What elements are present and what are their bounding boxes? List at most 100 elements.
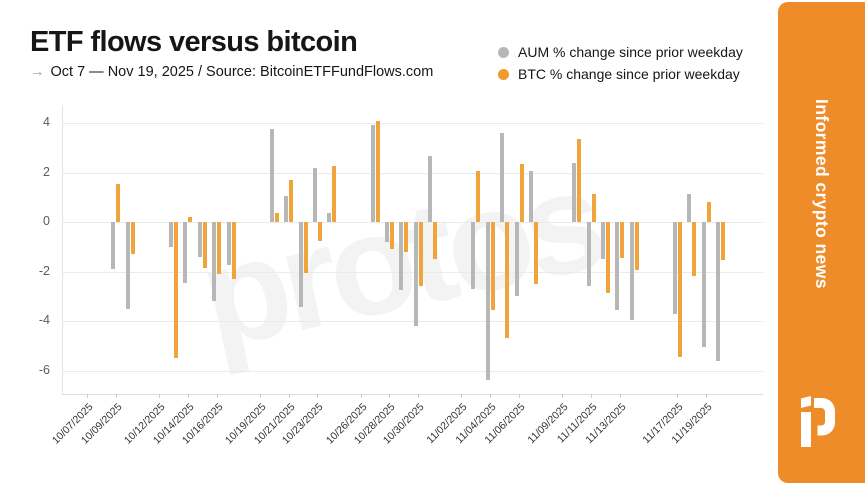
bar-aum <box>298 222 303 308</box>
x-axis-tick <box>259 394 261 398</box>
bar-btc <box>677 222 682 357</box>
bar-btc <box>116 183 121 222</box>
legend-label-btc: BTC % change since prior weekday <box>518 66 740 82</box>
x-axis-tick <box>591 394 592 398</box>
bar-aum <box>701 222 706 347</box>
page-title: ETF flows versus bitcoin <box>30 26 358 58</box>
legend-label-aum: AUM % change since prior weekday <box>518 44 743 60</box>
subtitle-text: Oct 7 — Nov 19, 2025 / Source: BitcoinET… <box>50 64 434 80</box>
bar-aum <box>183 222 188 283</box>
bar-btc <box>332 166 337 222</box>
bar-btc <box>519 163 524 222</box>
bar-aum <box>269 129 274 222</box>
bar-aum <box>428 156 433 222</box>
bar-btc <box>217 222 222 274</box>
bar-aum <box>168 222 173 247</box>
bar-btc <box>188 217 193 222</box>
bar-aum <box>528 171 533 222</box>
bar-aum <box>471 222 476 289</box>
bar-aum <box>384 222 389 242</box>
bar-aum <box>125 222 130 309</box>
bar-btc <box>476 171 481 222</box>
bar-btc <box>303 222 308 273</box>
bar-btc <box>620 222 625 258</box>
x-axis-tick <box>187 394 189 398</box>
bar-aum <box>687 193 692 222</box>
gridline <box>62 123 763 124</box>
x-axis-tick <box>562 394 564 398</box>
bar-btc <box>289 179 294 222</box>
x-axis-tick <box>389 394 391 398</box>
bar-btc <box>418 222 423 287</box>
bar-btc <box>173 222 178 359</box>
bar-aum <box>370 125 375 222</box>
brand-sidebar: Informed crypto news <box>778 2 865 483</box>
x-axis-tick <box>418 394 420 398</box>
chart-subtitle: → Oct 7 — Nov 19, 2025 / Source: BitcoinE… <box>30 64 433 80</box>
bar-btc <box>533 222 538 284</box>
bar-btc <box>706 202 711 222</box>
bar-btc <box>505 222 510 339</box>
bar-aum <box>111 222 116 270</box>
gridline <box>62 222 763 223</box>
bar-btc <box>634 222 639 271</box>
gridline <box>62 321 763 322</box>
y-axis-tick-label: 0 <box>43 214 50 228</box>
bar-aum <box>514 222 519 297</box>
bar-btc <box>692 222 697 277</box>
bar-aum <box>600 222 605 260</box>
bar-aum <box>197 222 202 257</box>
gridline <box>62 172 763 174</box>
bar-btc <box>433 222 438 260</box>
bar-btc <box>389 222 394 250</box>
x-axis-tick <box>87 394 88 398</box>
bar-btc <box>577 139 582 222</box>
protos-logo-icon <box>801 396 835 447</box>
x-axis-tick <box>519 394 520 398</box>
bar-btc <box>202 222 207 268</box>
bar-aum <box>284 196 289 222</box>
y-axis-tick-label: -6 <box>38 362 50 377</box>
bar-aum <box>586 222 591 287</box>
bar-aum <box>485 222 490 381</box>
legend-item-btc: BTC % change since prior weekday <box>498 63 743 85</box>
bar-aum <box>615 222 620 310</box>
gridline <box>62 370 763 372</box>
bar-aum <box>226 222 231 266</box>
bar-aum <box>672 222 677 314</box>
bar-btc <box>375 120 380 222</box>
y-axis-line <box>62 105 63 394</box>
x-axis-tick <box>317 394 319 398</box>
x-axis-tick <box>288 394 290 398</box>
x-axis-tick <box>461 394 463 398</box>
aum-series-dot-icon <box>498 46 509 58</box>
bar-aum <box>629 222 634 320</box>
x-axis-tick <box>490 394 492 398</box>
gridline <box>62 271 763 273</box>
bar-btc <box>317 222 322 241</box>
bar-aum <box>212 222 217 302</box>
sidebar-tagline: Informed crypto news <box>812 99 832 289</box>
x-axis-tick <box>360 394 362 398</box>
bar-aum <box>312 167 317 222</box>
bar-btc <box>130 222 135 255</box>
legend: AUM % change since prior weekday BTC % c… <box>498 41 743 85</box>
bar-btc <box>274 213 279 222</box>
y-axis-tick-label: 2 <box>43 164 50 179</box>
x-axis-line <box>62 394 763 395</box>
bar-aum <box>716 222 721 361</box>
legend-item-aum: AUM % change since prior weekday <box>498 41 743 63</box>
bar-btc <box>231 222 236 279</box>
bar-btc <box>404 222 409 252</box>
y-axis-tick-label: 4 <box>43 115 50 129</box>
bar-btc <box>605 222 610 293</box>
bar-aum <box>572 162 577 222</box>
bar-btc <box>591 193 596 222</box>
x-axis-tick <box>677 394 679 398</box>
bar-btc <box>721 222 726 261</box>
x-axis-tick <box>619 394 621 398</box>
y-axis-tick-label: -4 <box>38 313 50 327</box>
bar-aum <box>500 132 505 222</box>
